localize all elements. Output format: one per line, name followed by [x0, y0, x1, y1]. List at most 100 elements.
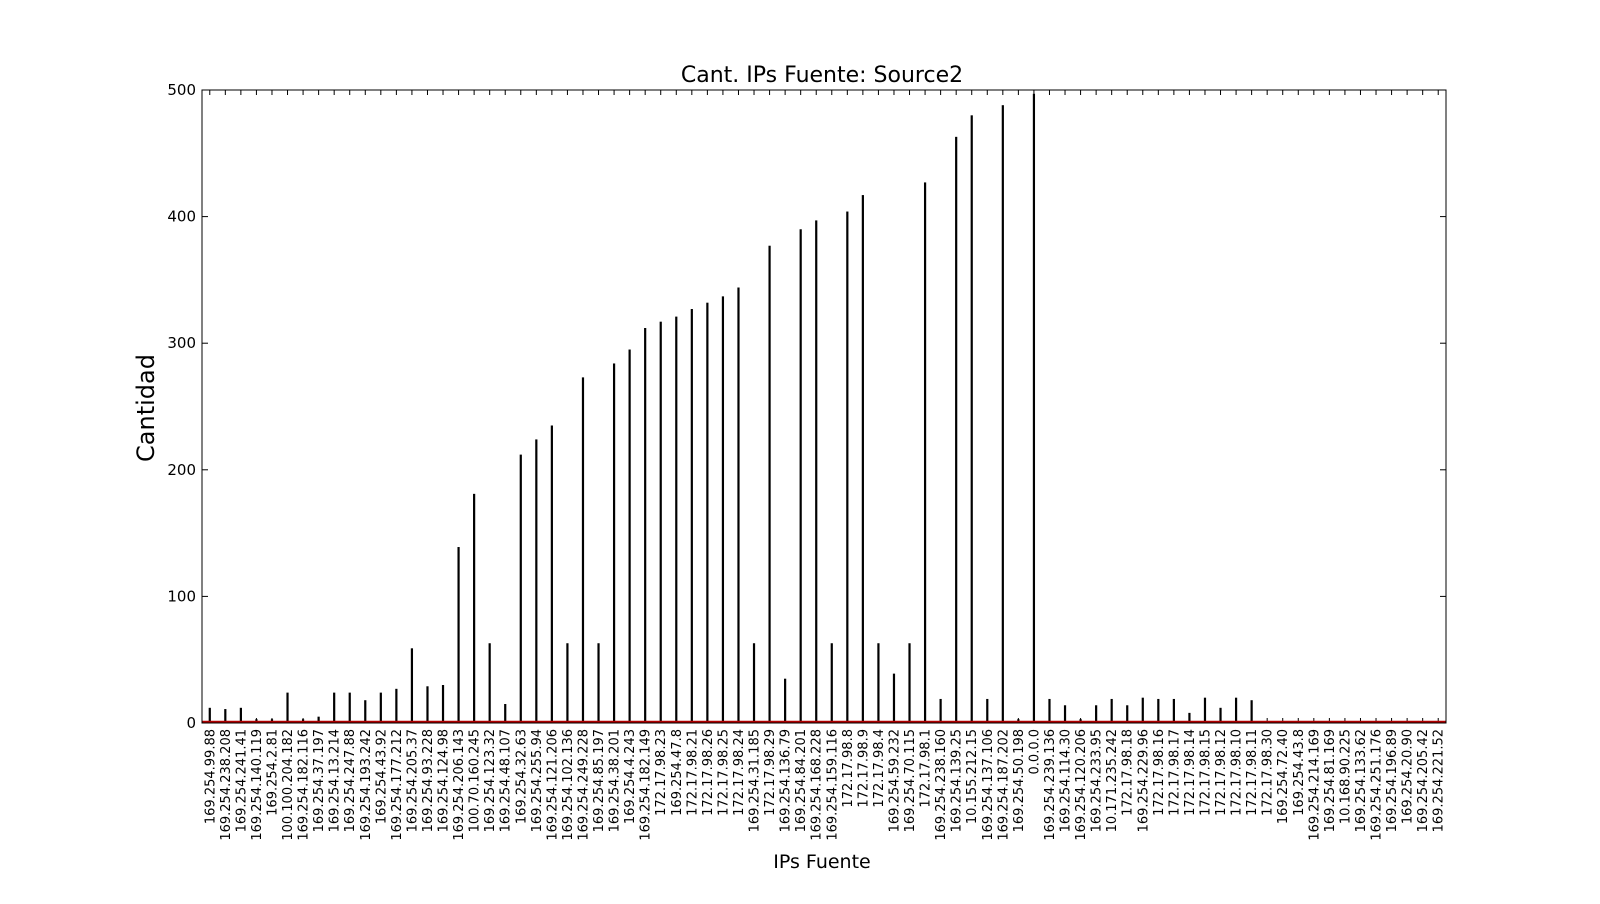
x-tick-label: 172.17.98.29	[763, 729, 778, 816]
x-tick-label: 169.254.99.88	[203, 729, 218, 824]
bar	[457, 547, 460, 723]
x-tick-label: 169.254.139.25	[950, 729, 965, 832]
x-tick-label: 172.17.98.1	[919, 729, 934, 808]
bars-layer	[208, 93, 1440, 724]
x-tick-label: 169.254.37.197	[312, 729, 327, 832]
bar	[1048, 698, 1051, 723]
x-tick-label: 169.254.81.169	[1323, 729, 1338, 832]
x-tick-label: 169.254.193.242	[359, 729, 374, 841]
x-tick-label: 169.254.229.96	[1136, 729, 1151, 832]
x-tick-label: 169.254.38.201	[608, 729, 623, 832]
bar	[395, 688, 398, 723]
bar	[566, 643, 569, 723]
x-tick-label: 169.254.177.212	[390, 729, 405, 841]
bar	[784, 678, 787, 723]
x-tick-label: 169.254.182.149	[639, 729, 654, 841]
x-tick-label: 169.254.255.94	[530, 729, 545, 832]
x-tick-label: 169.254.4.243	[623, 729, 638, 824]
bar	[379, 692, 382, 723]
bar	[908, 643, 911, 723]
bar	[535, 439, 538, 723]
y-tick-label: 400	[167, 208, 196, 226]
x-tick-label: 169.254.249.228	[576, 729, 591, 841]
x-tick-label: 10.155.212.15	[965, 729, 980, 824]
x-tick-label: 169.254.43.92	[374, 729, 389, 824]
bar	[1095, 705, 1098, 723]
x-tick-label: 169.254.50.198	[1012, 729, 1027, 832]
x-tick-label: 169.254.238.208	[219, 729, 234, 841]
bar	[333, 692, 336, 723]
x-tick-label: 169.254.93.228	[421, 729, 436, 832]
bar	[550, 425, 553, 723]
x-tick-label: 0.0.0.0	[1027, 729, 1042, 774]
x-tick-label: 169.254.72.40	[1276, 729, 1291, 824]
x-tick-label: 172.17.98.21	[685, 729, 700, 816]
bar	[799, 229, 802, 723]
x-tick-label: 169.254.102.136	[561, 729, 576, 841]
bar	[706, 302, 709, 723]
x-tick-label: 100.100.204.182	[281, 729, 296, 841]
bar	[1172, 698, 1175, 723]
x-tick-label: 169.254.32.63	[514, 729, 529, 824]
bar	[597, 643, 600, 723]
x-axis-label: IPs Fuente	[773, 851, 870, 873]
bar	[768, 245, 771, 723]
x-tick-label: 169.254.123.32	[483, 729, 498, 832]
x-tick-label: 169.254.233.95	[1090, 729, 1105, 832]
x-tick-label: 10.168.90.225	[1338, 729, 1353, 824]
bar	[519, 454, 522, 723]
y-axis-label: Cantidad	[132, 354, 160, 462]
bar	[441, 685, 445, 723]
bar	[721, 296, 725, 723]
x-tick-label: 172.17.98.12	[1214, 729, 1229, 816]
y-tick-label: 100	[167, 587, 196, 605]
x-tick-label: 169.254.84.201	[794, 729, 809, 832]
y-tick-label: 0	[186, 714, 196, 732]
bar	[628, 349, 631, 723]
bar	[612, 363, 616, 723]
bar	[1219, 707, 1222, 723]
x-tick-label: 172.17.98.8	[841, 729, 856, 808]
bar	[224, 709, 227, 723]
x-tick-label: 169.254.85.197	[592, 729, 607, 832]
x-tick-label: 169.254.120.206	[1074, 729, 1089, 841]
x-tick-label: 169.254.70.115	[903, 729, 918, 832]
bar	[861, 195, 864, 723]
bar	[752, 643, 756, 723]
y-tick-label: 500	[167, 81, 196, 99]
x-tick-label: 169.254.239.136	[1043, 729, 1058, 841]
x-tick-label: 100.70.160.245	[468, 729, 483, 832]
bar	[348, 692, 351, 723]
bar	[939, 698, 942, 723]
bar	[410, 648, 414, 723]
bar	[1203, 697, 1207, 723]
x-tick-label: 172.17.98.18	[1121, 729, 1136, 816]
x-tick-label: 169.254.221.52	[1432, 729, 1447, 832]
bar	[737, 287, 740, 723]
bar	[1032, 93, 1036, 724]
bar	[1141, 697, 1144, 723]
x-tick-label: 169.254.48.107	[499, 729, 514, 832]
x-tick-label: 172.17.98.17	[1167, 729, 1182, 816]
x-tick-label: 169.254.196.89	[1385, 729, 1400, 832]
x-tick-label: 169.254.31.185	[748, 729, 763, 832]
bar	[970, 115, 973, 723]
x-tick-label: 169.254.205.42	[1416, 729, 1431, 832]
x-tick-label: 172.17.98.26	[701, 729, 716, 816]
bar	[1001, 105, 1004, 723]
x-tick-label: 169.254.2.81	[265, 729, 280, 816]
x-tick-label: 169.254.121.206	[545, 729, 560, 841]
x-tick-label: 169.254.187.202	[996, 729, 1011, 841]
x-tick-label: 172.17.98.11	[1245, 729, 1260, 816]
x-tick-label: 172.17.98.10	[1230, 729, 1245, 816]
bar	[1110, 698, 1113, 723]
bar	[815, 220, 818, 723]
x-tick-label: 169.254.205.37	[405, 729, 420, 832]
x-tick-label: 169.254.47.8	[670, 729, 685, 816]
x-tick-label: 172.17.98.14	[1183, 729, 1198, 816]
bar	[846, 211, 849, 724]
x-tick-label: 169.254.137.106	[981, 729, 996, 841]
x-tick-label: 169.254.136.79	[779, 729, 794, 832]
y-tick-label: 200	[167, 461, 196, 479]
